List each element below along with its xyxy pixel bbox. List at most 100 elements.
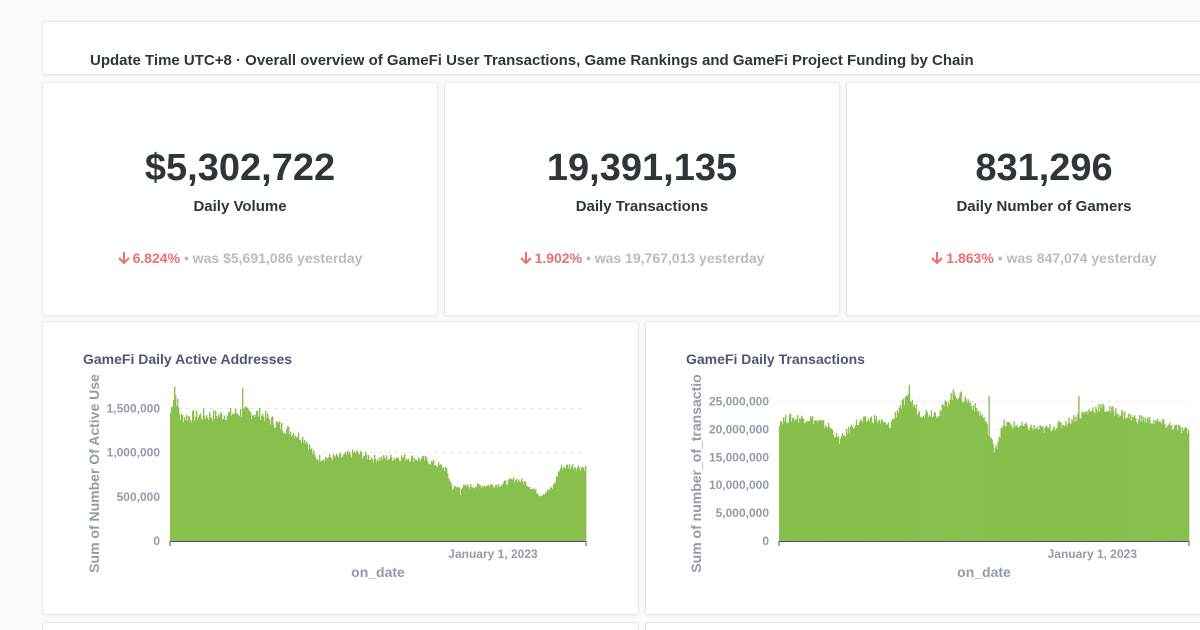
bar bbox=[1049, 423, 1051, 541]
chart-card-active-addresses[interactable]: GameFi Daily Active Addresses 0 500,000 1,… bbox=[42, 321, 639, 615]
chart-card-daily-transactions[interactable]: GameFi Daily Transactions 0 5,000,000 10,0… bbox=[645, 321, 1200, 615]
bar bbox=[921, 417, 923, 541]
bar bbox=[1127, 417, 1129, 541]
bar bbox=[433, 459, 435, 541]
arrow-down-icon bbox=[519, 252, 532, 265]
bar bbox=[289, 434, 291, 541]
bar bbox=[1033, 424, 1035, 541]
bar bbox=[781, 424, 784, 541]
bar bbox=[279, 421, 281, 541]
bar bbox=[1108, 411, 1110, 541]
bar bbox=[865, 422, 868, 541]
bar bbox=[470, 484, 472, 541]
bar bbox=[1154, 424, 1156, 541]
bar bbox=[823, 427, 826, 541]
bar bbox=[867, 418, 870, 541]
bar bbox=[881, 419, 884, 541]
daily-transactions-bar-chart[interactable]: 0 5,000,000 10,000,000 15,000,000 20,000,000… bbox=[646, 322, 1200, 616]
bar bbox=[832, 434, 835, 541]
bar bbox=[432, 462, 434, 541]
kpi-card-daily-volume[interactable]: $5,302,722 Daily Volume 6.824% • was $5,… bbox=[42, 82, 438, 316]
bar bbox=[1019, 425, 1021, 541]
bar bbox=[1162, 418, 1164, 541]
kpi-card-daily-gamers[interactable]: 831,296 Daily Number of Gamers 1.863% • … bbox=[846, 82, 1200, 316]
bar bbox=[899, 404, 902, 541]
bar bbox=[820, 420, 823, 541]
bar bbox=[1083, 412, 1085, 541]
bar bbox=[857, 424, 860, 541]
bar bbox=[944, 400, 946, 541]
bar bbox=[180, 420, 182, 541]
bar bbox=[500, 486, 502, 541]
bar bbox=[218, 414, 220, 541]
bar bbox=[949, 399, 951, 541]
bar bbox=[893, 418, 896, 541]
bar bbox=[215, 410, 217, 541]
bar bbox=[214, 418, 216, 541]
bar bbox=[392, 461, 394, 541]
bar bbox=[821, 420, 824, 541]
bar bbox=[829, 428, 832, 541]
bar bbox=[898, 407, 901, 541]
bar bbox=[1037, 429, 1039, 541]
bar bbox=[1156, 420, 1158, 541]
bar bbox=[850, 424, 853, 541]
bar bbox=[497, 487, 499, 541]
bar bbox=[1060, 422, 1062, 541]
bar bbox=[311, 448, 313, 541]
bar bbox=[824, 425, 827, 541]
bar bbox=[504, 480, 506, 541]
bar bbox=[799, 419, 802, 541]
bar bbox=[782, 417, 785, 541]
bar bbox=[551, 487, 553, 541]
bar bbox=[283, 433, 285, 541]
bar bbox=[502, 484, 504, 541]
kpi-change: 1.902% bbox=[519, 250, 582, 266]
bar bbox=[1163, 419, 1165, 541]
bar bbox=[580, 470, 582, 541]
bar bbox=[394, 457, 396, 541]
bar bbox=[889, 428, 892, 541]
bar bbox=[554, 483, 556, 541]
bar bbox=[856, 425, 859, 541]
bar bbox=[945, 401, 947, 541]
bar bbox=[441, 465, 443, 541]
bar bbox=[1150, 424, 1152, 541]
bar bbox=[953, 392, 955, 541]
bar bbox=[1109, 405, 1111, 541]
bar bbox=[365, 451, 367, 541]
bar bbox=[932, 416, 934, 541]
bar bbox=[955, 398, 957, 541]
bar bbox=[261, 416, 263, 541]
bar bbox=[192, 410, 194, 541]
bar bbox=[337, 455, 339, 541]
kpi-card-daily-transactions[interactable]: 19,391,135 Daily Transactions 1.902% • w… bbox=[444, 82, 840, 316]
bar bbox=[1167, 425, 1169, 541]
bar bbox=[1153, 419, 1155, 541]
bar bbox=[890, 421, 893, 541]
bar bbox=[1174, 425, 1176, 541]
bar bbox=[1071, 418, 1073, 541]
bar bbox=[350, 454, 352, 541]
kpi-label: Daily Number of Gamers bbox=[956, 198, 1132, 215]
bar bbox=[575, 468, 577, 541]
bar bbox=[503, 482, 505, 541]
bar bbox=[1067, 423, 1069, 541]
bar bbox=[1146, 422, 1148, 541]
bar bbox=[1002, 426, 1004, 541]
bar bbox=[395, 459, 397, 541]
bar bbox=[1056, 427, 1058, 541]
bar bbox=[845, 428, 848, 541]
bar bbox=[920, 416, 922, 541]
bar bbox=[1095, 406, 1097, 541]
bar bbox=[1017, 427, 1019, 541]
kpi-delta: 1.863% • was 847,074 yesterday bbox=[847, 250, 1200, 266]
bar bbox=[555, 481, 557, 541]
active-addresses-bar-chart[interactable]: 0 500,000 1,000,000 1,500,000 January 1, 202… bbox=[43, 322, 640, 616]
bar bbox=[329, 454, 331, 541]
bar bbox=[418, 457, 420, 541]
bar bbox=[937, 416, 939, 541]
bar bbox=[960, 391, 962, 541]
bar bbox=[278, 423, 280, 541]
bar bbox=[547, 489, 549, 541]
